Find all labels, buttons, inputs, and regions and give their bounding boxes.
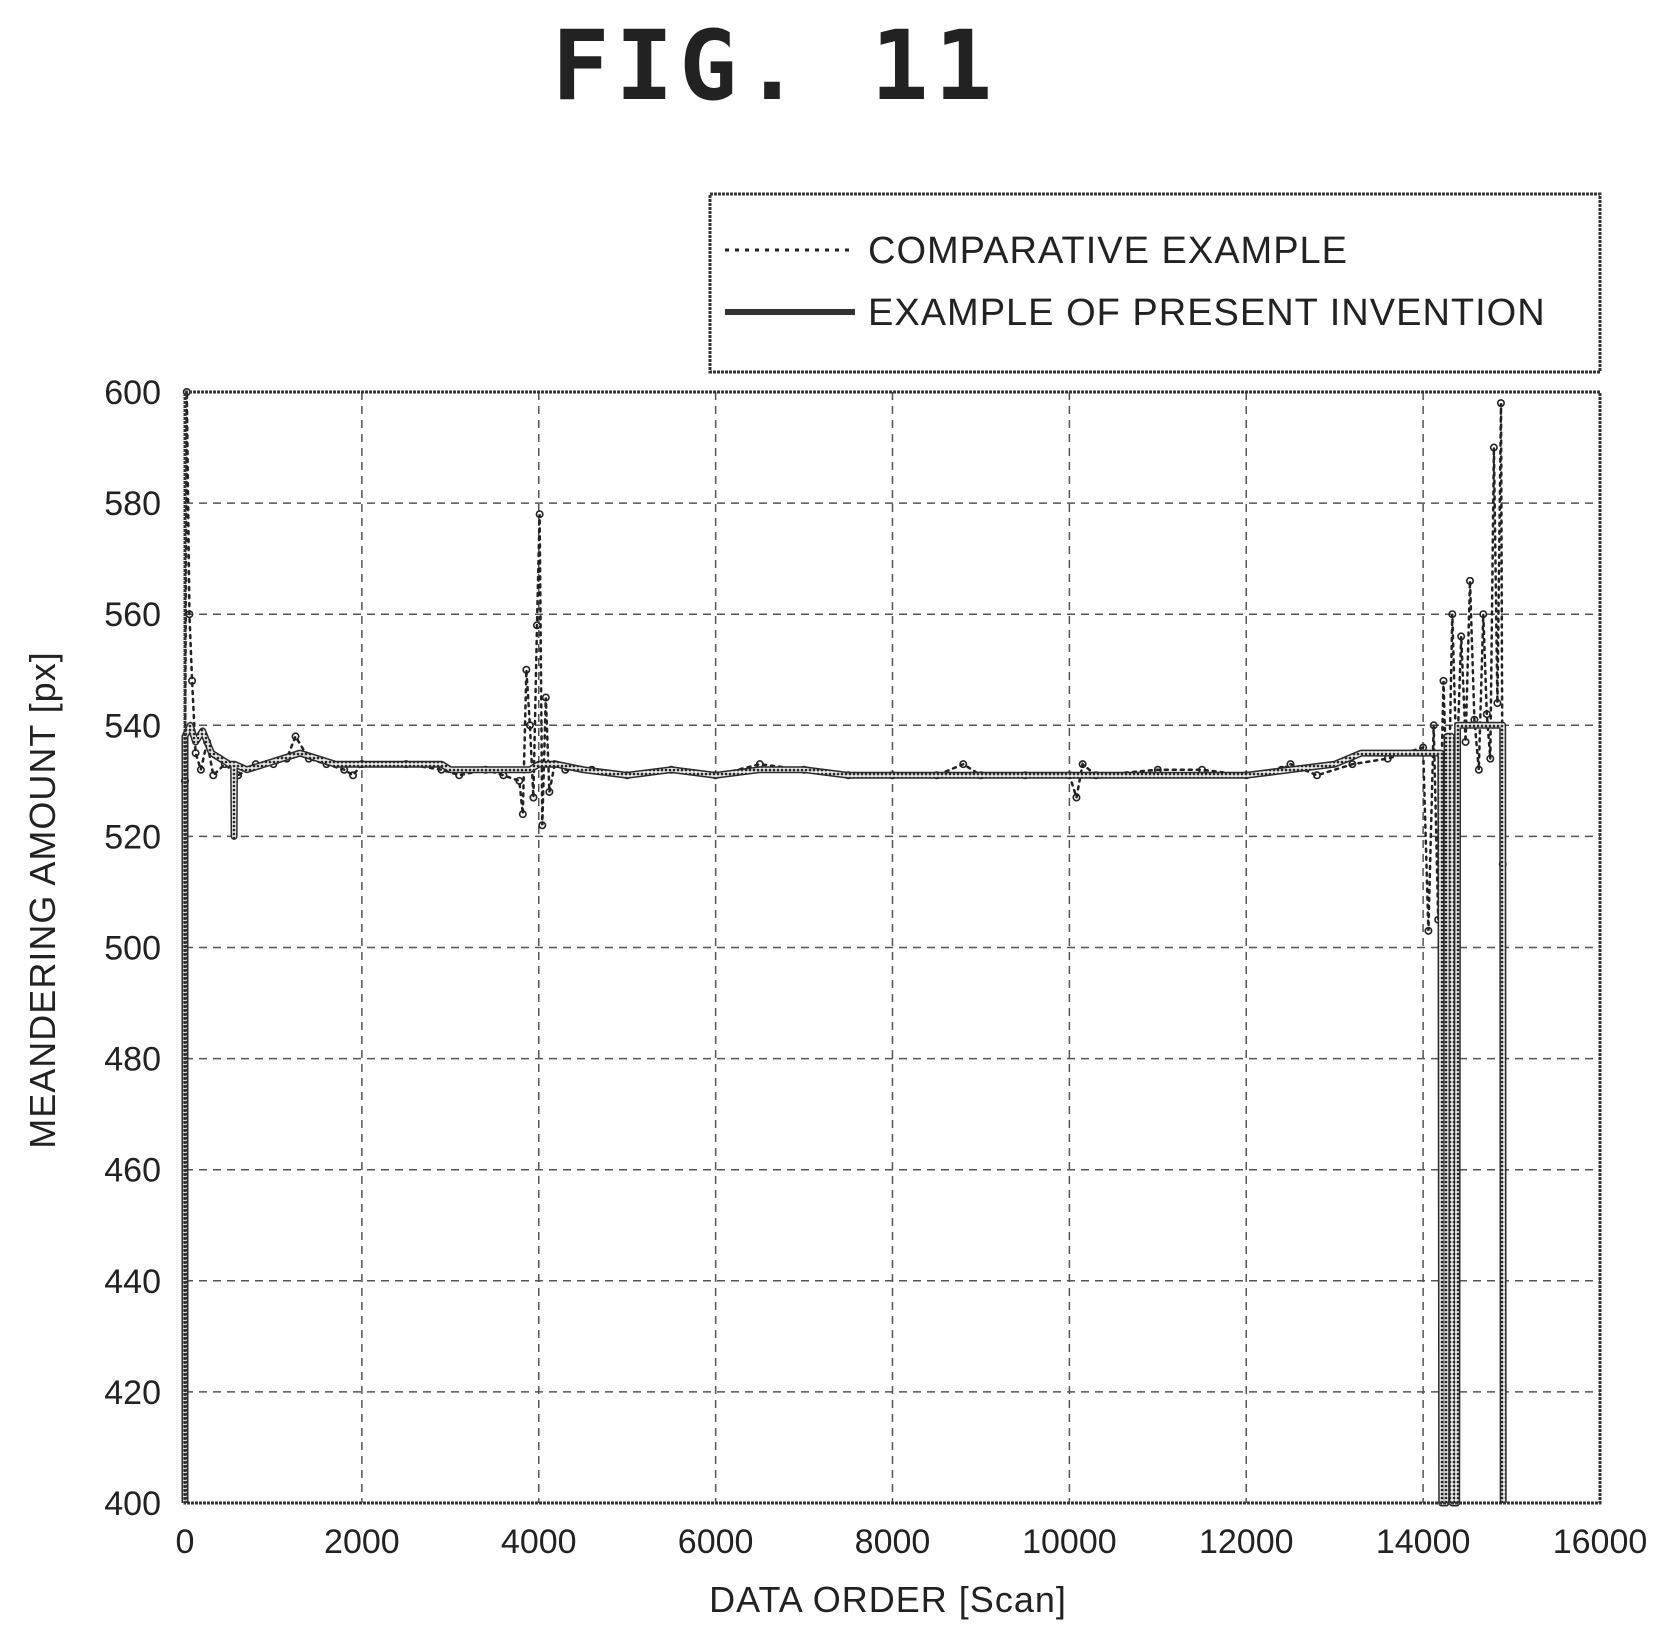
point-comparative <box>291 732 300 741</box>
point-comparative <box>515 776 524 785</box>
point-comparative <box>529 793 538 802</box>
x-tick-label: 10000 <box>1022 1523 1117 1561</box>
point-comparative <box>188 676 197 685</box>
y-tick-label: 440 <box>104 1263 161 1301</box>
y-tick-label: 520 <box>104 818 161 856</box>
y-tick-label: 460 <box>104 1152 161 1190</box>
y-tick-label: 420 <box>104 1374 161 1412</box>
y-tick-label: 600 <box>104 374 161 412</box>
x-tick-label: 2000 <box>324 1523 400 1561</box>
point-comparative <box>1348 760 1357 769</box>
y-tick-label: 480 <box>104 1041 161 1079</box>
point-comparative <box>545 787 554 796</box>
point-comparative <box>959 760 968 769</box>
x-tick-label: 12000 <box>1199 1523 1294 1561</box>
point-comparative <box>1465 576 1474 585</box>
point-comparative <box>349 771 358 780</box>
point-comparative <box>1439 676 1448 685</box>
point-comparative <box>535 510 544 519</box>
y-tick-label: 400 <box>104 1485 161 1523</box>
point-comparative <box>1424 926 1433 935</box>
x-tick-label: 8000 <box>855 1523 931 1561</box>
y-tick-label: 560 <box>104 596 161 634</box>
series-line-invention-texture <box>183 723 1506 1505</box>
grid-lines <box>185 392 1600 1503</box>
legend-label-invention: EXAMPLE OF PRESENT INVENTION <box>868 292 1546 334</box>
point-comparative <box>538 821 547 830</box>
legend: COMPARATIVE EXAMPLE EXAMPLE OF PRESENT I… <box>708 192 1602 374</box>
point-comparative <box>1461 737 1470 746</box>
point-comparative <box>1479 610 1488 619</box>
point-comparative <box>1313 771 1322 780</box>
point-comparative <box>1489 443 1498 452</box>
point-comparative <box>1493 699 1502 708</box>
point-comparative <box>1457 632 1466 641</box>
x-tick-label: 14000 <box>1376 1523 1471 1561</box>
y-tick-label: 500 <box>104 930 161 968</box>
point-comparative <box>209 771 218 780</box>
point-comparative <box>532 621 541 630</box>
x-tick-label: 16000 <box>1553 1523 1648 1561</box>
point-comparative <box>541 693 550 702</box>
y-tick-labels: 400 420 440 460 480 500 520 540 560 580 600 <box>104 374 161 1523</box>
x-tick-labels: 0 2000 4000 6000 8000 10000 12000 14000 16000 <box>176 1523 1648 1561</box>
y-axis-label: MEANDERING AMOUNT [px] <box>22 651 63 1148</box>
x-tick-label: 4000 <box>501 1523 577 1561</box>
series-line-comparative <box>183 391 1504 931</box>
point-comparative <box>1078 760 1087 769</box>
x-axis-label: DATA ORDER [Scan] <box>709 1579 1067 1620</box>
y-tick-label: 540 <box>104 707 161 745</box>
legend-box <box>708 192 1602 374</box>
point-comparative <box>525 721 534 730</box>
point-comparative <box>1482 710 1491 719</box>
series-line-invention <box>181 721 1507 1507</box>
point-comparative <box>1072 793 1081 802</box>
x-tick-label: 6000 <box>678 1523 754 1561</box>
y-tick-label: 580 <box>104 485 161 523</box>
point-comparative <box>518 810 527 819</box>
series-layer <box>181 387 1507 1507</box>
point-comparative <box>1429 721 1438 730</box>
point-comparative <box>1486 754 1495 763</box>
point-comparative <box>1474 765 1483 774</box>
figure-title: FIG. 11 <box>551 10 999 122</box>
point-comparative <box>522 665 531 674</box>
point-comparative <box>1496 399 1505 408</box>
point-comparative <box>1448 610 1457 619</box>
point-comparative <box>196 765 205 774</box>
point-comparative <box>191 749 200 758</box>
legend-label-comparative: COMPARATIVE EXAMPLE <box>868 230 1348 272</box>
x-tick-label: 0 <box>176 1523 195 1561</box>
plot-frame <box>183 390 1602 1505</box>
